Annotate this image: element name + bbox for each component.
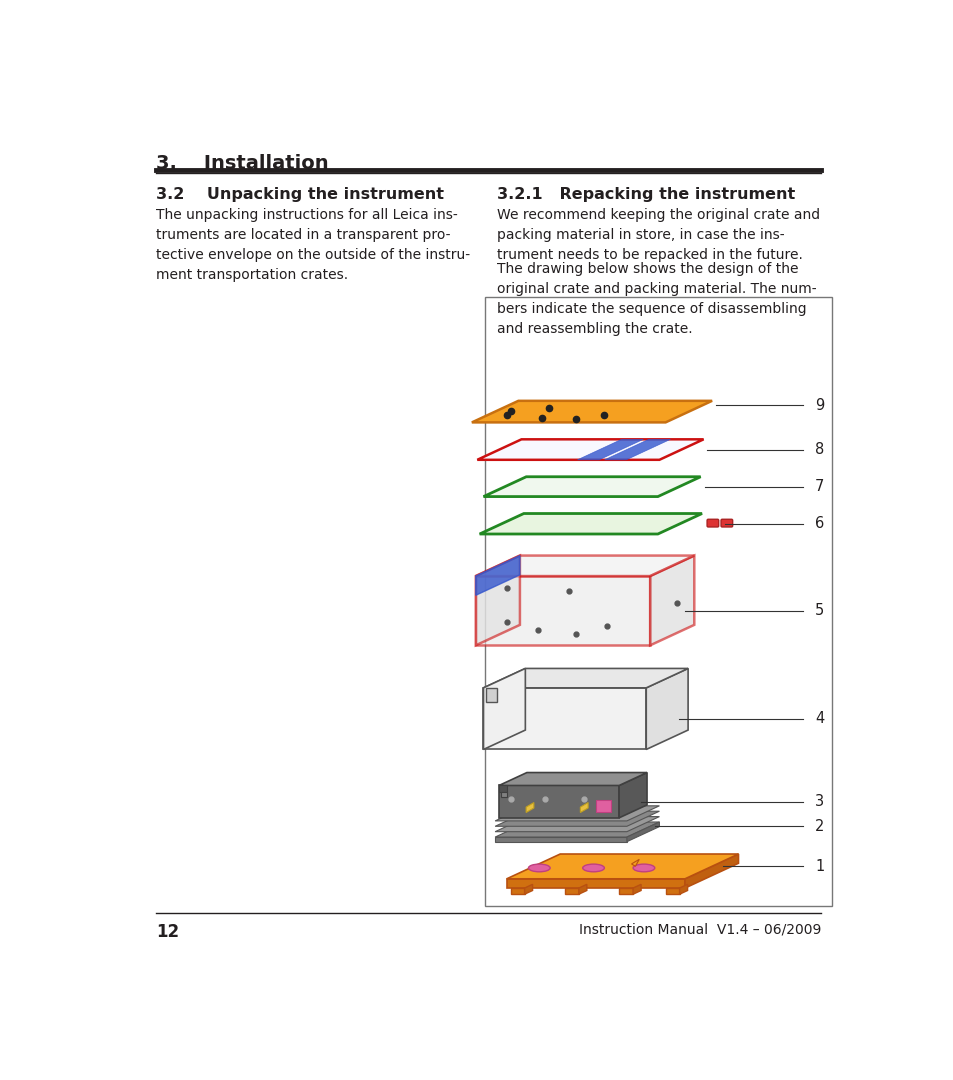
Text: 1: 1 <box>815 859 823 874</box>
Polygon shape <box>645 669 687 750</box>
Polygon shape <box>649 555 694 646</box>
Polygon shape <box>510 888 524 894</box>
Polygon shape <box>665 888 679 894</box>
Polygon shape <box>485 688 497 702</box>
Text: 12: 12 <box>156 922 179 941</box>
Text: 3.2.1   Repacking the instrument: 3.2.1 Repacking the instrument <box>497 187 795 202</box>
Polygon shape <box>483 476 700 497</box>
Polygon shape <box>684 854 738 888</box>
Polygon shape <box>578 885 586 894</box>
FancyBboxPatch shape <box>706 519 718 527</box>
Polygon shape <box>618 888 633 894</box>
Polygon shape <box>479 513 701 534</box>
Text: 3.2    Unpacking the instrument: 3.2 Unpacking the instrument <box>156 187 444 202</box>
Text: The drawing below shows the design of the
original crate and packing material. T: The drawing below shows the design of th… <box>497 262 816 336</box>
Text: 4: 4 <box>815 711 823 726</box>
Text: 3: 3 <box>815 794 823 809</box>
Polygon shape <box>618 772 646 818</box>
Polygon shape <box>495 837 626 841</box>
Polygon shape <box>495 806 659 821</box>
Polygon shape <box>498 785 618 818</box>
Text: 6: 6 <box>815 516 823 531</box>
Ellipse shape <box>582 864 604 872</box>
Bar <box>596 800 611 812</box>
Polygon shape <box>564 888 578 894</box>
Polygon shape <box>498 772 646 785</box>
Bar <box>484 297 831 906</box>
Polygon shape <box>476 555 519 595</box>
Text: We recommend keeping the original crate and
packing material in store, in case t: We recommend keeping the original crate … <box>497 208 820 262</box>
Text: Instruction Manual  V1.4 – 06/2009: Instruction Manual V1.4 – 06/2009 <box>578 922 821 936</box>
Text: 8: 8 <box>815 442 823 457</box>
Text: The unpacking instructions for all Leica ins-
truments are located in a transpar: The unpacking instructions for all Leica… <box>156 208 470 282</box>
Text: 5: 5 <box>815 604 823 618</box>
Polygon shape <box>483 669 687 688</box>
Polygon shape <box>679 885 687 894</box>
Bar <box>500 793 506 797</box>
Polygon shape <box>506 879 684 888</box>
Polygon shape <box>626 822 659 841</box>
Polygon shape <box>524 885 532 894</box>
Polygon shape <box>495 822 659 837</box>
Polygon shape <box>483 688 645 750</box>
Text: 2: 2 <box>815 819 823 834</box>
Polygon shape <box>483 669 525 750</box>
Polygon shape <box>525 802 534 812</box>
FancyBboxPatch shape <box>720 519 732 527</box>
Polygon shape <box>577 440 642 460</box>
Polygon shape <box>476 555 519 646</box>
Polygon shape <box>506 854 738 879</box>
Polygon shape <box>631 860 639 866</box>
Polygon shape <box>495 811 659 826</box>
Polygon shape <box>472 401 711 422</box>
Ellipse shape <box>633 864 654 872</box>
Polygon shape <box>495 816 659 832</box>
Polygon shape <box>498 785 506 792</box>
Polygon shape <box>604 440 670 460</box>
Text: 7: 7 <box>815 480 823 495</box>
Text: 3.    Installation: 3. Installation <box>156 154 329 173</box>
Polygon shape <box>476 555 694 576</box>
Ellipse shape <box>528 864 550 872</box>
Polygon shape <box>579 802 587 812</box>
Text: 9: 9 <box>815 397 823 413</box>
Polygon shape <box>476 576 649 646</box>
Polygon shape <box>476 440 703 460</box>
Polygon shape <box>633 885 640 894</box>
